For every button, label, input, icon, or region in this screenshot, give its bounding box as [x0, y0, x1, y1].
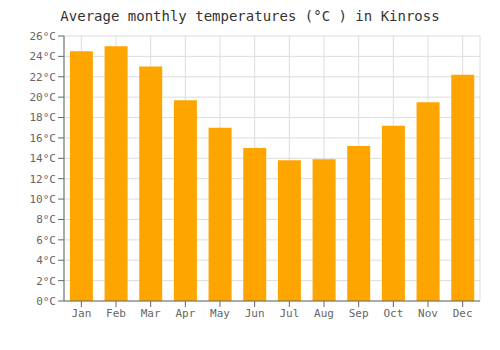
svg-text:Jan: Jan: [71, 307, 91, 320]
svg-text:16°C: 16°C: [30, 132, 57, 145]
svg-text:2°C: 2°C: [36, 275, 56, 288]
html-text:Average monthly temperatures (: Average monthly temperatures (°C ) in Ki…: [60, 8, 440, 24]
svg-text:20°C: 20°C: [30, 91, 57, 104]
svg-text:22°C: 22°C: [30, 71, 57, 84]
svg-text:Jul: Jul: [279, 307, 299, 320]
svg-text:24°C: 24°C: [30, 50, 57, 63]
svg-text:May: May: [210, 307, 230, 320]
svg-text:14°C: 14°C: [30, 152, 57, 165]
svg-text:Oct: Oct: [383, 307, 403, 320]
svg-text:18°C: 18°C: [30, 111, 57, 124]
svg-text:10°C: 10°C: [30, 193, 57, 206]
svg-text:0°C: 0°C: [36, 295, 56, 308]
svg-text:Apr: Apr: [175, 307, 195, 320]
svg-text:Nov: Nov: [418, 307, 438, 320]
svg-text:12°C: 12°C: [30, 173, 57, 186]
svg-text:Aug: Aug: [314, 307, 334, 320]
svg-text:Mar: Mar: [141, 307, 161, 320]
svg-text:8°C: 8°C: [36, 213, 56, 226]
svg-text:26°C: 26°C: [30, 30, 57, 43]
svg-text:Jun: Jun: [245, 307, 265, 320]
svg-text:Feb: Feb: [106, 307, 126, 320]
svg-text:4°C: 4°C: [36, 254, 56, 267]
svg-text:Sep: Sep: [349, 307, 369, 320]
svg-text:Dec: Dec: [453, 307, 473, 320]
svg-text:6°C: 6°C: [36, 234, 56, 247]
